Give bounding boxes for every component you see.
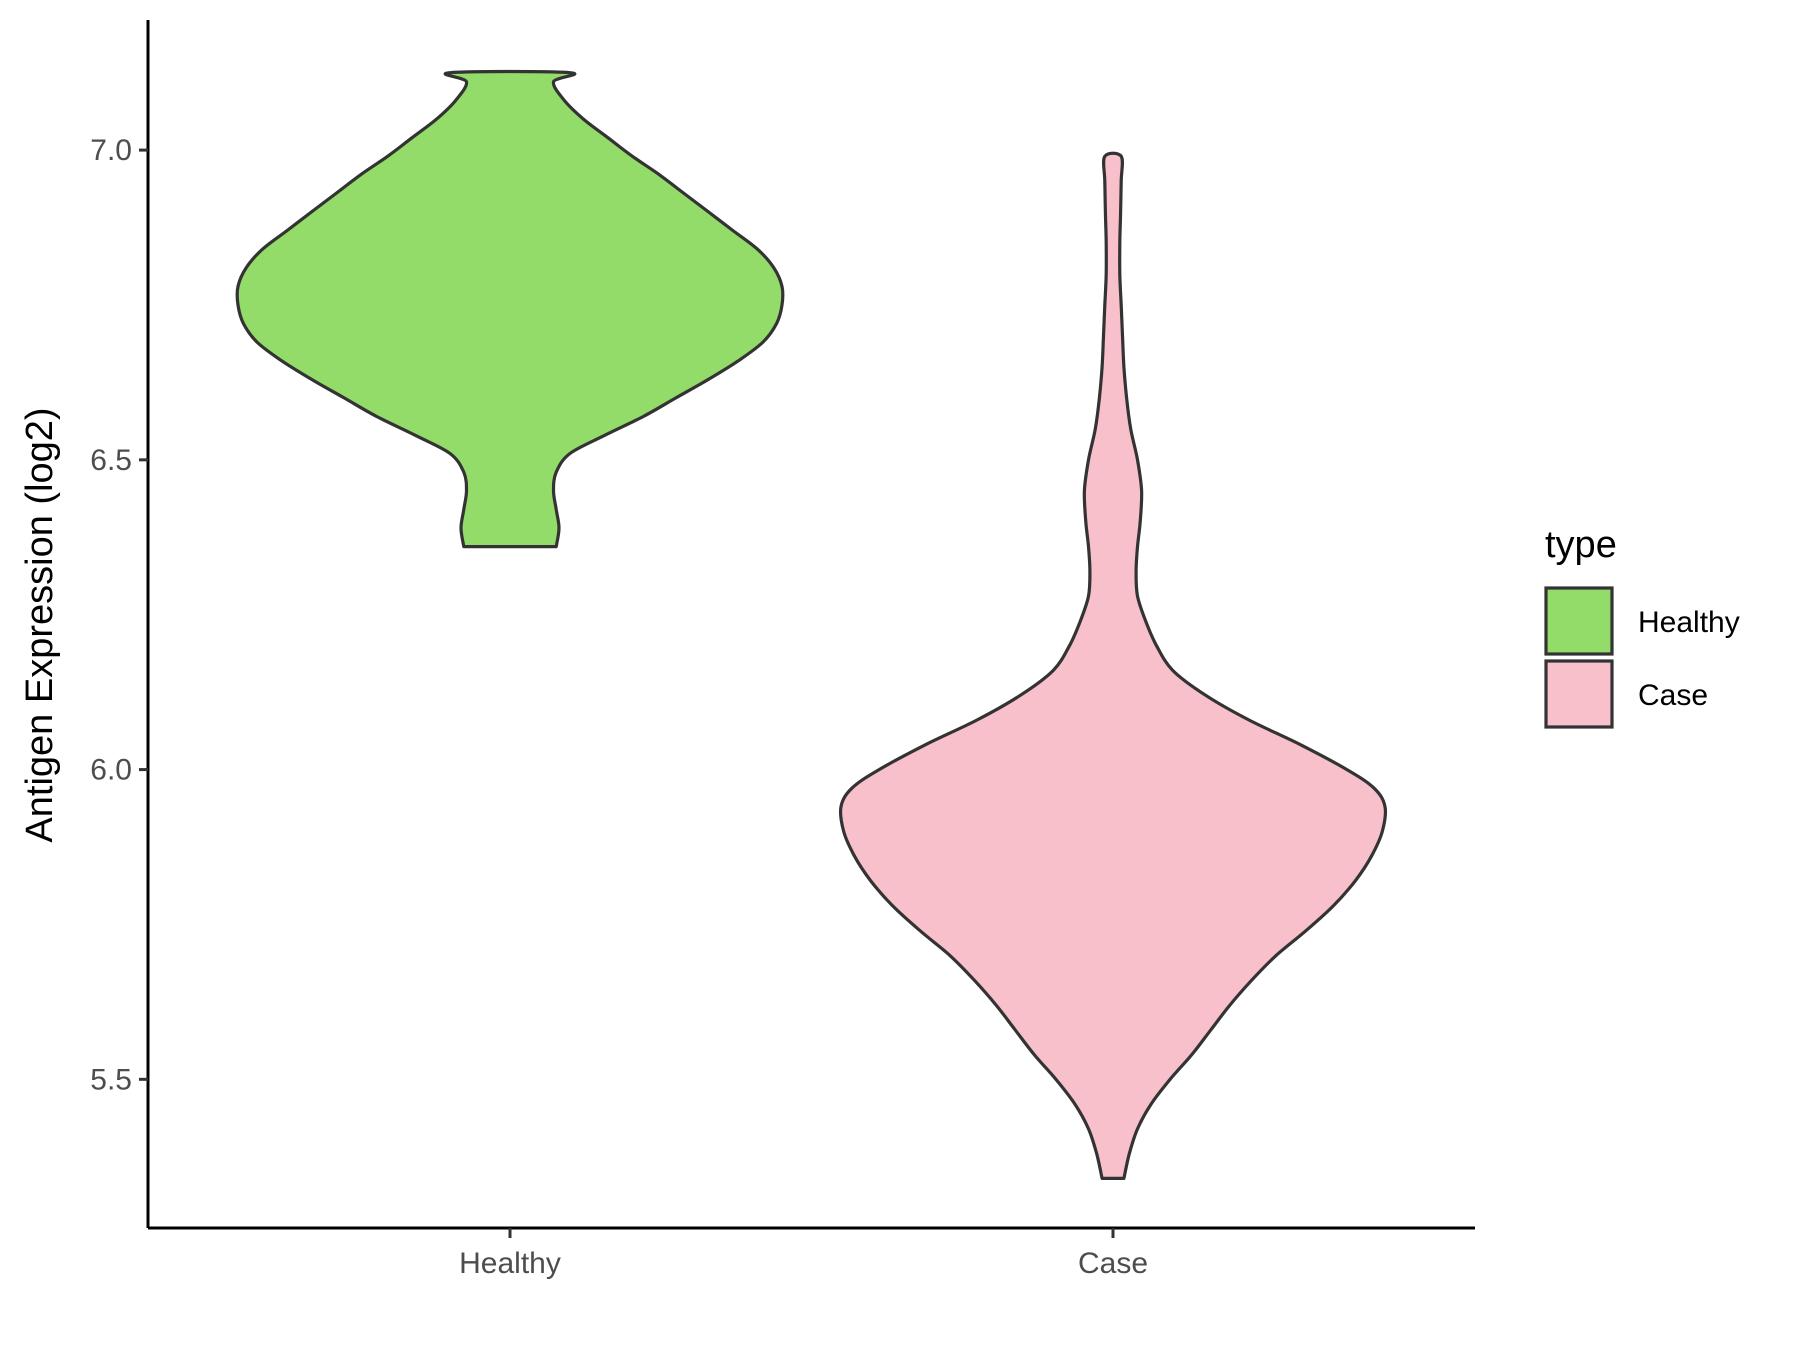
legend: type Healthy Case — [1544, 524, 1740, 729]
y-tick-label: 6.0 — [90, 754, 132, 787]
violin-case — [838, 151, 1388, 1180]
violin-healthy — [235, 69, 785, 549]
x-axis: Healthy Case — [148, 1226, 1475, 1280]
legend-swatch-case — [1544, 659, 1614, 729]
legend-label-healthy: Healthy — [1638, 606, 1740, 639]
plot-area — [235, 69, 1388, 1180]
x-tick-label: Healthy — [459, 1247, 561, 1280]
y-tick-label: 6.5 — [90, 444, 132, 477]
y-tick-label: 5.5 — [90, 1063, 132, 1096]
legend-title: type — [1545, 524, 1617, 566]
y-axis-title: Antigen Expression (log2) — [19, 407, 61, 842]
legend-swatch-healthy — [1544, 586, 1614, 656]
x-tick-label: Case — [1078, 1247, 1148, 1280]
y-axis: 5.5 6.0 6.5 7.0 — [90, 20, 150, 1228]
y-tick-label: 7.0 — [90, 134, 132, 167]
legend-label-case: Case — [1638, 679, 1708, 712]
